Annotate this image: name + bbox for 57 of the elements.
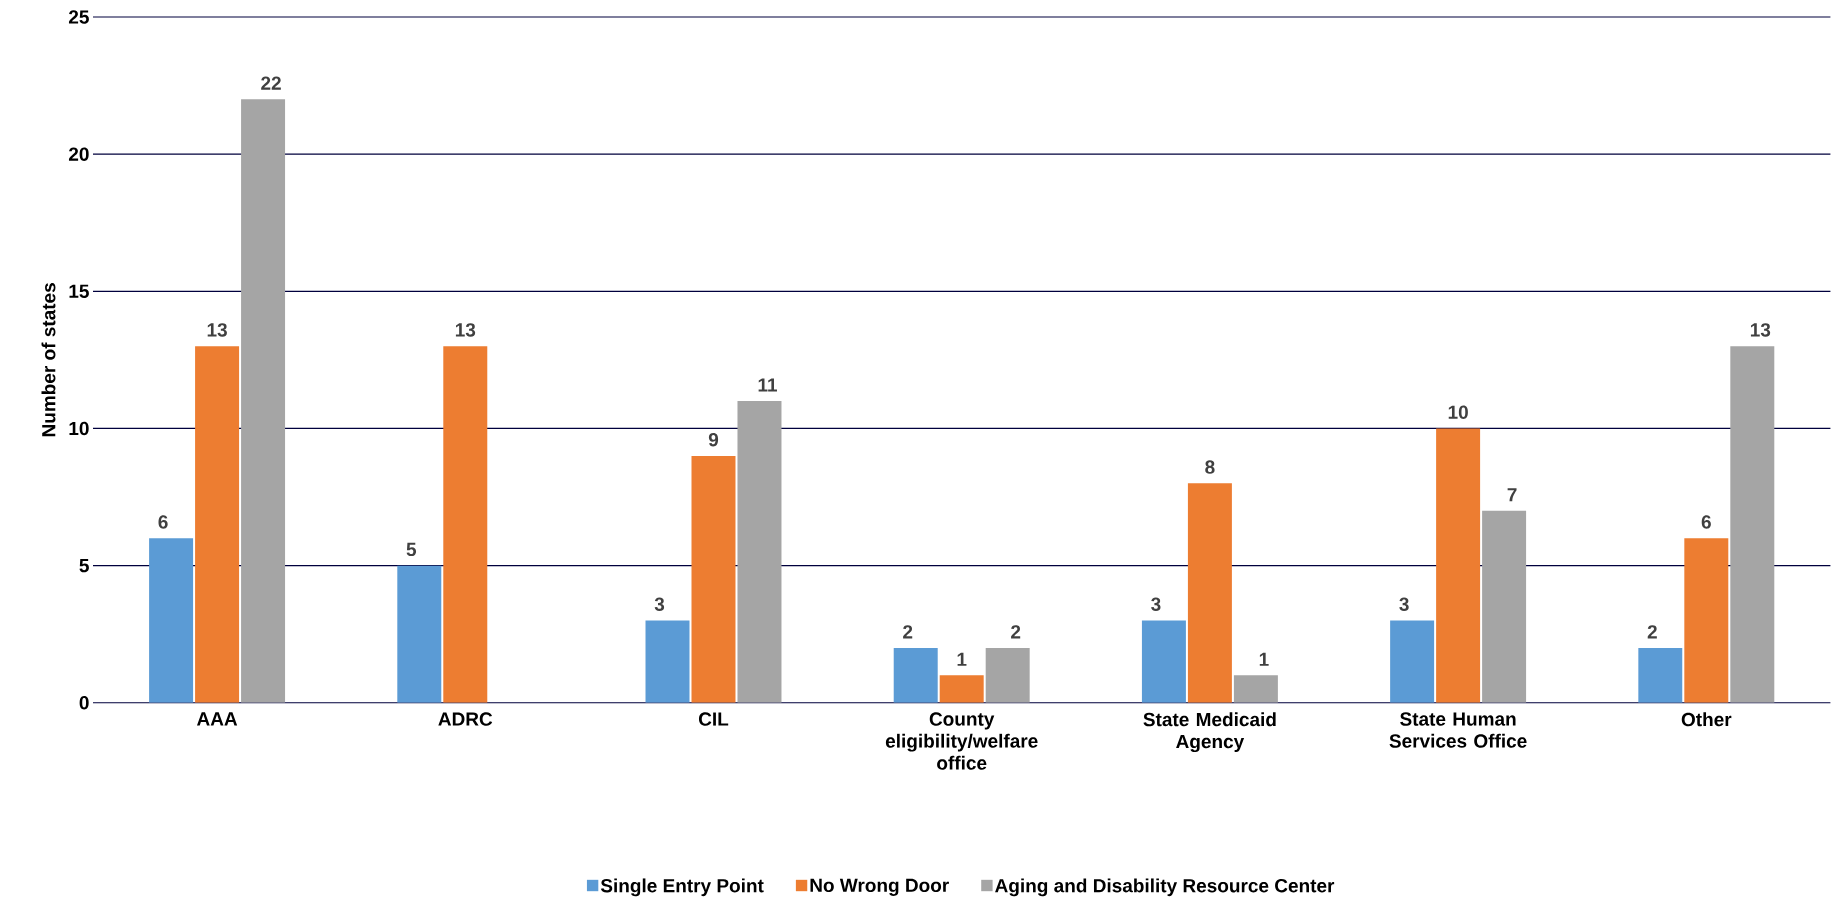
data-label: 22	[261, 76, 281, 90]
bar	[939, 675, 984, 703]
data-label: 1	[957, 652, 967, 666]
bar	[1141, 620, 1186, 703]
data-label: 1	[1259, 652, 1269, 666]
bar	[1233, 675, 1278, 703]
bar	[893, 648, 938, 703]
data-label: 10	[1448, 405, 1468, 420]
data-label: 3	[654, 597, 665, 612]
y-axis-title: Number of states	[41, 283, 56, 437]
y-tick-label: 15	[69, 284, 89, 299]
bar	[691, 456, 736, 703]
bar	[1187, 483, 1232, 703]
x-tick-label: County eligibility/welfare office	[885, 712, 1038, 770]
bar	[645, 620, 690, 703]
data-label: 5	[406, 542, 417, 557]
bar	[1482, 510, 1527, 703]
data-label: 3	[1151, 597, 1161, 612]
y-tick-label: 0	[79, 696, 89, 710]
x-tick-label: State Human Services Office	[1389, 712, 1527, 748]
data-label: 7	[1507, 488, 1517, 502]
data-label: 6	[1701, 515, 1711, 529]
bar	[985, 648, 1030, 703]
bar	[1730, 346, 1775, 703]
bar	[241, 99, 286, 703]
bar	[1390, 620, 1435, 703]
y-tick-label: 5	[79, 559, 89, 573]
bar	[1638, 648, 1683, 703]
data-label: 13	[455, 323, 476, 337]
data-label: 13	[207, 323, 227, 337]
bar	[1436, 428, 1481, 703]
data-label: 9	[708, 433, 719, 447]
x-tick-label: CIL	[698, 712, 729, 726]
bar	[1684, 538, 1729, 703]
data-label: 2	[903, 625, 913, 639]
data-label: 8	[1205, 460, 1215, 474]
x-tick-label: Other	[1681, 712, 1732, 727]
bar	[195, 346, 240, 703]
data-label: 3	[1399, 597, 1409, 612]
x-tick-label: State Medicaid Agency	[1143, 712, 1276, 753]
legend-label: Aging and Disability Resource Center	[995, 878, 1335, 897]
bar	[149, 538, 194, 703]
data-label: 6	[158, 515, 168, 529]
legend-label: No Wrong Door	[810, 878, 949, 897]
legend-label: Single Entry Point	[600, 878, 764, 897]
y-tick-label: 10	[69, 421, 89, 436]
bar	[737, 401, 782, 703]
bar	[397, 565, 442, 703]
data-label: 11	[758, 378, 777, 392]
x-tick-label: ADRC	[438, 712, 493, 726]
x-tick-label: AAA	[196, 712, 238, 726]
data-label: 13	[1750, 323, 1771, 337]
data-label: 2	[1647, 625, 1657, 639]
y-tick-label: 25	[68, 10, 89, 24]
data-label: 2	[1011, 625, 1021, 639]
y-tick-label: 20	[68, 147, 89, 161]
bar	[443, 346, 488, 703]
